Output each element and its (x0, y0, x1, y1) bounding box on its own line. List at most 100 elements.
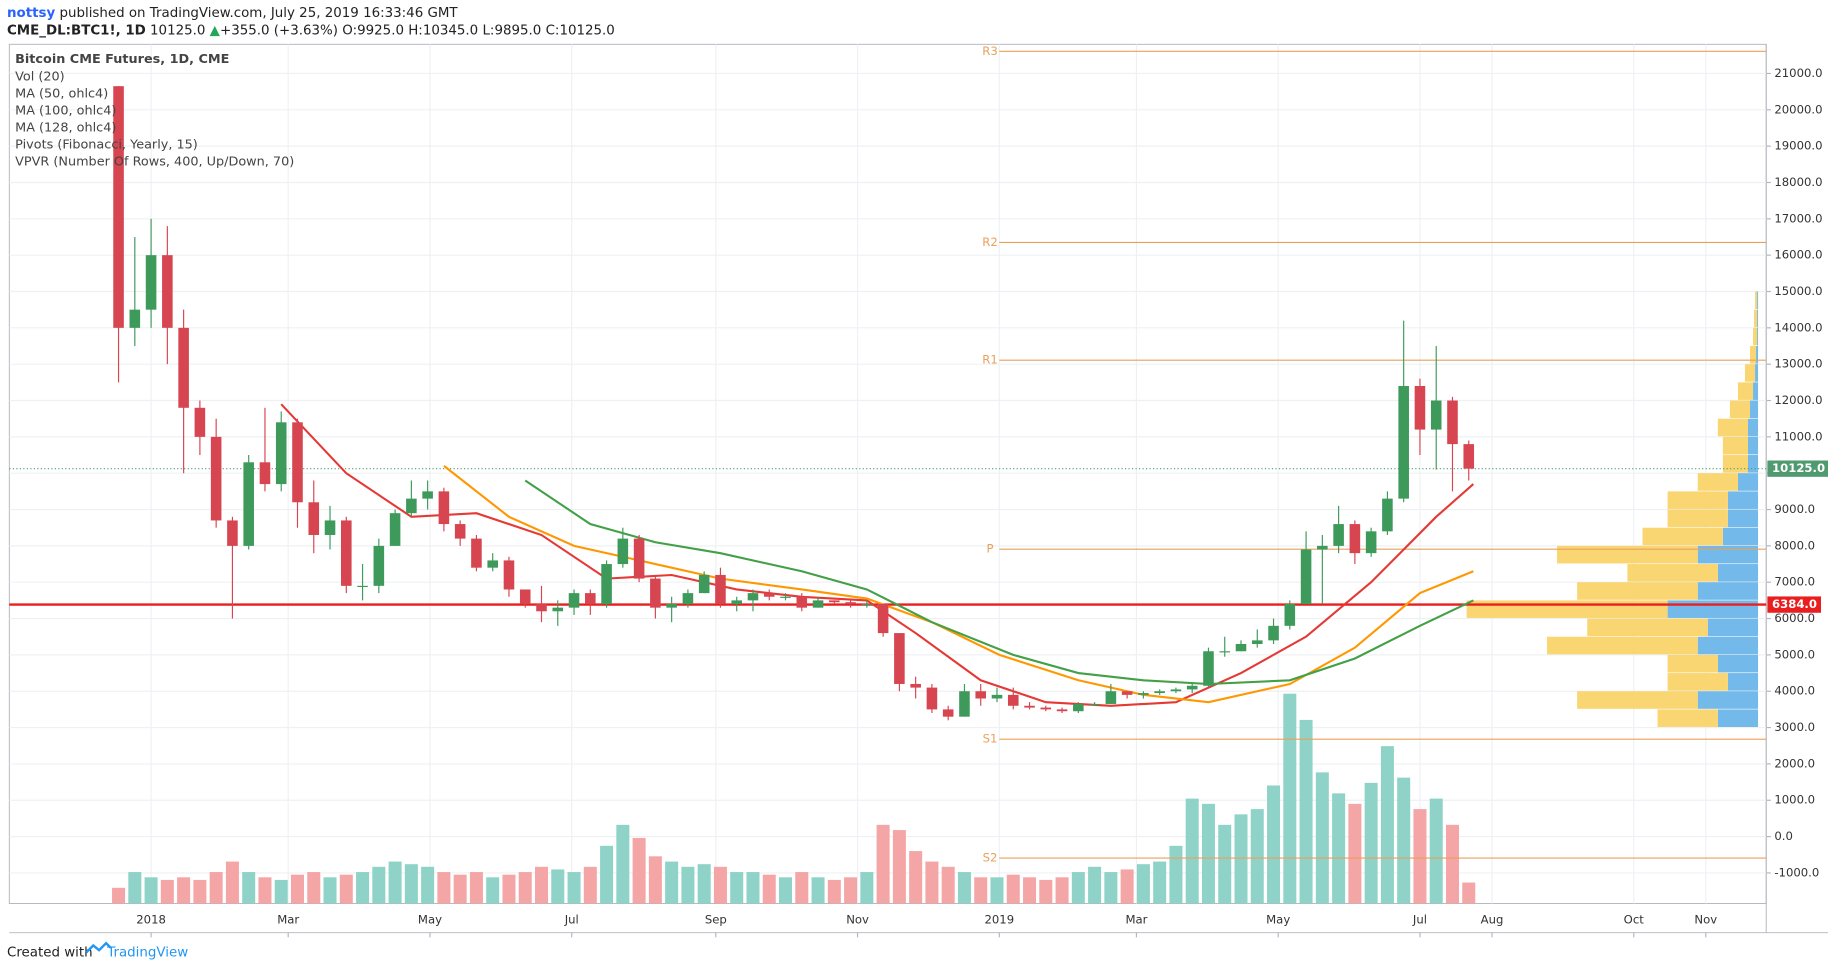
volume-bar (1006, 874, 1020, 904)
profile-down (1627, 564, 1718, 582)
volume-bar (469, 872, 483, 904)
volume-bar (1397, 777, 1411, 904)
y-tick-label: 18000.0 (1774, 175, 1822, 189)
volume-bar (177, 877, 191, 904)
profile-up (1753, 382, 1759, 400)
candle-body (1300, 549, 1312, 605)
y-tick-label: 2000.0 (1774, 756, 1815, 770)
candle-body (357, 585, 368, 588)
volume-bar (372, 866, 386, 904)
candle-body (877, 604, 889, 634)
candle-body (975, 691, 987, 699)
profile-down (1667, 509, 1728, 528)
candle-body (845, 602, 856, 605)
open: 9925.0 (357, 23, 404, 38)
volume-bar (746, 872, 760, 904)
profile-up (1717, 564, 1759, 582)
candle-body (568, 593, 580, 608)
candle-body (1024, 705, 1035, 708)
pivot-label: S1 (983, 732, 998, 746)
volume-bar (404, 864, 418, 904)
candle-body (373, 545, 385, 586)
profile-down (1753, 327, 1758, 346)
x-tick-label: Sep (705, 912, 727, 926)
last-price-label: 10125.0 (1772, 461, 1825, 475)
volume-bar (339, 874, 353, 904)
volume-bar (242, 872, 256, 904)
volume-bar (1462, 882, 1476, 904)
volume-bar (925, 861, 939, 904)
candle-body (503, 560, 515, 590)
volume-bar (518, 872, 532, 904)
pivot-label: S2 (983, 851, 998, 865)
candle-body (1056, 709, 1068, 712)
profile-up (1707, 618, 1759, 637)
candle-body (796, 596, 808, 608)
profile-down (1557, 545, 1698, 564)
indicator-label: Pivots (Fibonacci, Yearly, 15) (15, 138, 198, 153)
volume-bar (583, 866, 597, 904)
volume-bar (811, 877, 825, 904)
profile-up (1697, 691, 1759, 709)
profile-up (1727, 491, 1759, 509)
arrow: ▲ (210, 23, 221, 38)
candle-body (1089, 703, 1100, 706)
volume-bar (681, 866, 695, 904)
last-price-badge (1767, 460, 1828, 477)
candle-body (422, 491, 433, 499)
y-tick-label: 16000.0 (1774, 248, 1822, 262)
candle-body (1105, 691, 1117, 704)
y-tick-label: 1000.0 (1774, 793, 1815, 807)
candle-body (747, 593, 759, 601)
candle-body (487, 560, 498, 568)
moving-average (524, 479, 1474, 686)
profile-down (1587, 618, 1708, 637)
user[interactable]: nottsy (7, 6, 56, 21)
candle-body (210, 436, 222, 521)
volume-bar (1332, 793, 1346, 904)
footer-brand[interactable]: TradingView (106, 945, 188, 960)
volume-bar (665, 861, 679, 904)
profile-up (1757, 309, 1759, 328)
y-tick-label: 12000.0 (1774, 393, 1822, 407)
x-tick-label: 2019 (985, 912, 1015, 926)
candle-body (585, 593, 596, 605)
y-tick-label: 4000.0 (1774, 684, 1815, 698)
candle-body (861, 604, 873, 606)
low-label: L: (482, 23, 494, 38)
candle-body (1073, 703, 1084, 712)
candle-body (552, 607, 564, 612)
y-tick-label: 7000.0 (1774, 575, 1815, 589)
y-tick-label: 21000.0 (1774, 66, 1822, 80)
y-tick-label: 13000.0 (1774, 357, 1822, 371)
volume-bar (1267, 785, 1281, 904)
candle-body (1398, 385, 1409, 499)
volume-bar (421, 866, 435, 904)
y-tick-label: 6000.0 (1774, 611, 1815, 625)
profile-down (1577, 691, 1698, 709)
volume-bar (486, 877, 500, 904)
candle-body (633, 538, 645, 579)
candle-body (780, 596, 791, 598)
volume-bar (860, 872, 874, 904)
candle-body (1251, 640, 1263, 644)
profile-up (1727, 509, 1759, 528)
candle-body (829, 600, 840, 603)
volume-bar (128, 872, 142, 904)
candle-body (894, 633, 905, 684)
candle-body (1284, 604, 1296, 626)
volume-bar (356, 872, 370, 904)
volume-bar (1153, 861, 1167, 904)
moving-average (443, 465, 1474, 704)
volume-bar (1104, 872, 1118, 904)
candle-body (324, 520, 336, 535)
candle-body (1138, 693, 1149, 695)
profile-down (1546, 636, 1698, 655)
candle-body (1382, 498, 1393, 532)
volume-bar (616, 824, 630, 904)
volume-bar (1315, 772, 1329, 904)
x-tick-label: Mar (1125, 912, 1147, 926)
profile-down (1667, 491, 1728, 509)
y-tick-label: -1000.0 (1774, 865, 1819, 879)
